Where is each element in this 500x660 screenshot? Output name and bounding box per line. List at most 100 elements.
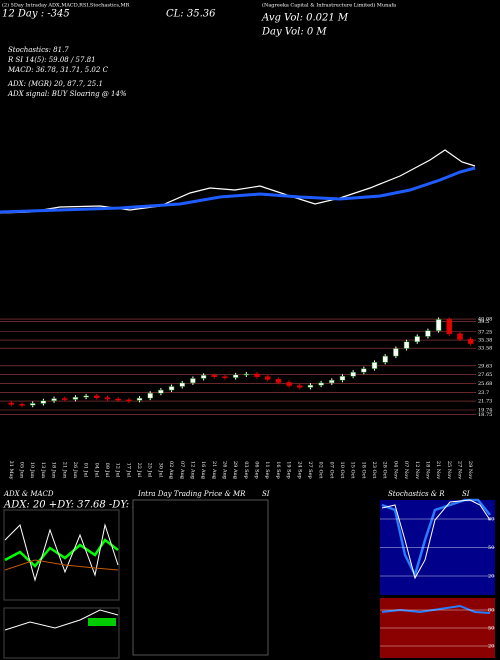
y-tick-label: 80 [488, 608, 494, 614]
candle [115, 398, 121, 401]
intraday-box [132, 499, 269, 656]
x-tick-label: 16 Aug [200, 461, 206, 480]
x-tick-label: 07 Nov [403, 461, 409, 479]
x-tick-label: 11 Sep [264, 461, 270, 479]
ma-long [0, 166, 476, 214]
candle [414, 336, 420, 343]
candle [136, 397, 143, 401]
x-tick-label: 18 Oct [360, 462, 366, 479]
adx: ADX: (MGR) 20, 87.7, 25.1 [7, 80, 103, 88]
day-change: 12 Day : -345 [2, 9, 70, 20]
x-tick-label: 21 Jun [61, 462, 67, 479]
stoch-title: Stochastics & R [388, 490, 445, 498]
y-tick-label: 21.73 [478, 399, 492, 405]
candle [382, 355, 388, 363]
macd-hist [88, 618, 116, 626]
stoch-suffix: SI [462, 490, 470, 498]
x-tick-label: 26 Jun [72, 462, 78, 479]
candle [200, 375, 207, 379]
candle [329, 379, 335, 384]
y-tick-label: 50 [488, 545, 494, 551]
candle [297, 385, 303, 388]
x-tick-label: 26 Aug [221, 461, 227, 480]
macd-box [3, 607, 120, 659]
y-tick-label: 23.7 [478, 390, 489, 396]
candle [104, 397, 111, 400]
candle [435, 319, 442, 331]
x-tick-label: 15 Oct [350, 462, 356, 479]
x-tick-label: 12 Aug [189, 461, 195, 480]
y-tick-label: 27.65 [478, 372, 492, 378]
adx-line [4, 538, 119, 568]
y-tick-label: 40.08 [478, 317, 492, 323]
x-tick-label: 25 Nov [446, 461, 452, 479]
macd-line [4, 609, 119, 631]
x-tick-label: 21 Nov [435, 461, 441, 479]
x-tick-label: 12 Nov [414, 461, 420, 479]
x-tick-label: 01 Jul [83, 463, 89, 478]
stoch-d [381, 499, 491, 580]
adx-signal: ADX signal: BUY Sloaring @ 14% [7, 90, 127, 98]
candle [211, 375, 218, 377]
candle [446, 319, 453, 335]
close: CL: 35.36 [166, 9, 216, 20]
intraday-title: Intra Day Trading Price & MR [137, 490, 246, 498]
candle [264, 376, 271, 380]
x-tick-label: 02 Aug [168, 461, 174, 480]
candle [72, 396, 79, 400]
y-tick-label: 20 [488, 574, 494, 580]
di-line [4, 523, 119, 582]
intraday-suffix: SI [262, 490, 270, 498]
y-tick-label: 33.58 [478, 346, 492, 352]
candle [371, 362, 378, 369]
x-tick-label: 31 May [8, 461, 14, 480]
avg-vol: Avg Vol: 0.021 M [261, 13, 349, 24]
x-tick-label: 10 Oct [339, 462, 345, 479]
x-tick-label: 04 Nov [392, 461, 398, 479]
candle [179, 382, 185, 387]
candle [190, 378, 196, 384]
y-tick-label: 80 [488, 517, 494, 523]
x-tick-label: 16 Sep [275, 461, 281, 479]
x-tick-label: 21 Aug [211, 461, 217, 480]
candle [62, 398, 68, 400]
company: (Nagreeka Capital & Infrastructure Limit… [262, 2, 396, 9]
x-tick-label: 02 Oct [318, 462, 324, 479]
candle [393, 348, 399, 357]
adx-signal-line [4, 559, 119, 571]
x-tick-label: 22 Jul [136, 463, 142, 478]
x-tick-label: 25 Jul [147, 463, 153, 478]
x-tick-label: 10 Jun [29, 462, 35, 479]
candle [307, 384, 314, 388]
candle [339, 375, 346, 381]
candle [222, 376, 228, 378]
x-tick-label: 29 Nov [467, 461, 473, 479]
stoch-k [381, 498, 491, 579]
candle [158, 389, 164, 394]
candle [29, 403, 36, 406]
x-tick-label: 13 Jun [40, 462, 46, 479]
x-tick-label: 06 Sep [254, 461, 260, 479]
candle [403, 341, 410, 349]
adx-box [3, 509, 120, 601]
y-tick-label: 19.74 [478, 407, 492, 413]
y-tick-label: 35.38 [478, 338, 492, 344]
candle [457, 333, 463, 340]
candle [8, 402, 15, 405]
x-tick-label: 27 Sep [307, 461, 313, 479]
x-tick-label: 30 Jul [157, 463, 163, 478]
x-tick-label: 12 Jul [115, 463, 121, 478]
candle [254, 373, 260, 377]
tagline: (2) 5Day Intraday ADX,MACD,RSI,Stochasti… [2, 2, 130, 9]
adx-title: ADX & MACD [3, 490, 54, 498]
candle [232, 374, 239, 378]
x-tick-label: 03 Sep [243, 461, 249, 479]
x-tick-label: 09 Jul [104, 463, 110, 478]
candle [467, 338, 474, 344]
candle [425, 330, 431, 337]
y-tick-label: 37.25 [478, 329, 492, 335]
y-tick-label: 29.63 [478, 363, 492, 369]
day-vol: Day Vol: 0 M [261, 27, 327, 38]
